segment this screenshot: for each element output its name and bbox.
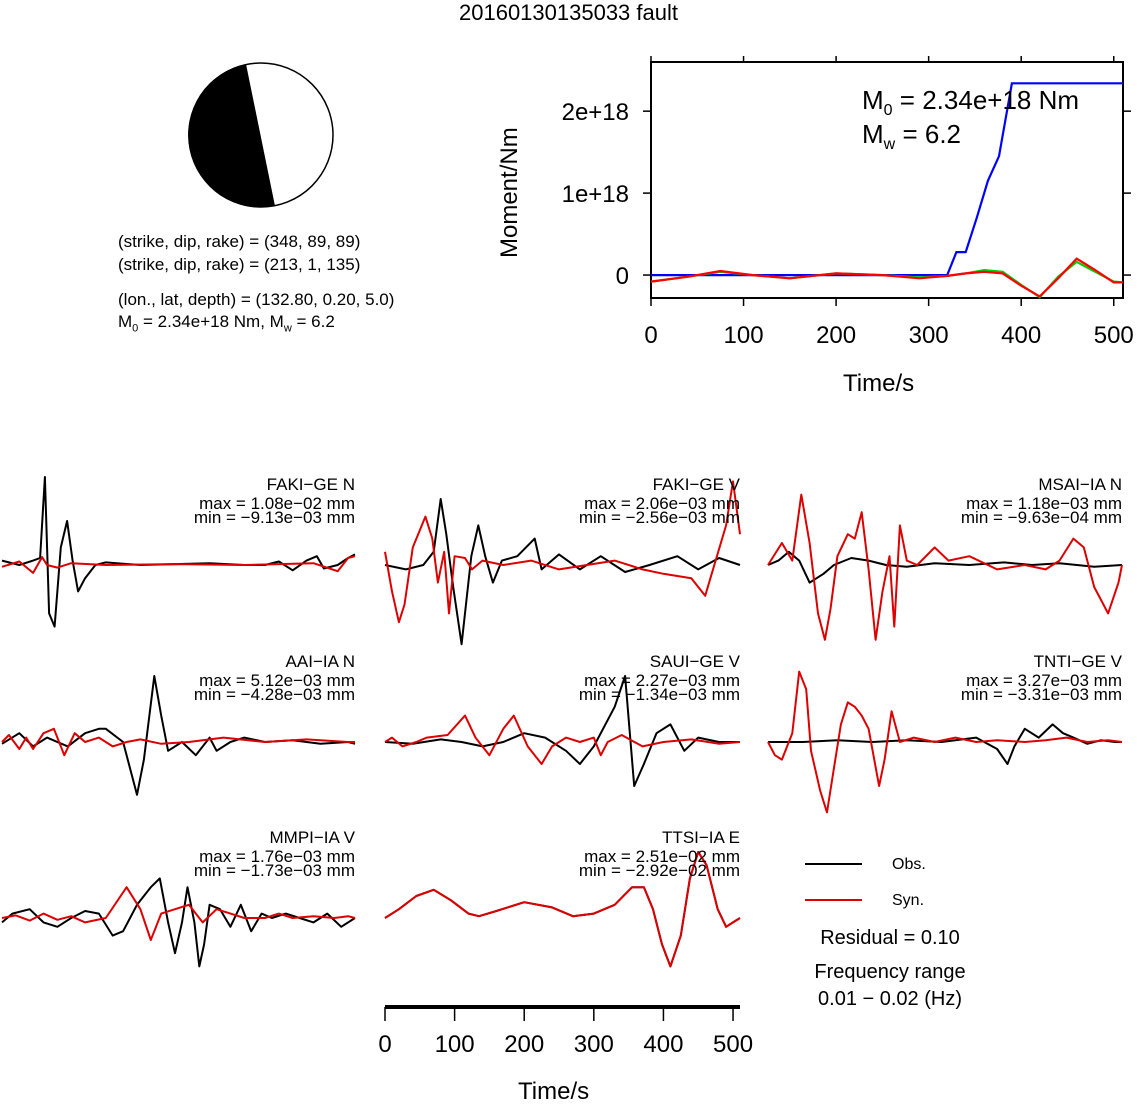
legend-swatches [805,863,862,901]
trace-max-label: max = 3.27e−03 mm [966,671,1122,690]
moment-chart: 0 100 200 300 400 500 0 1e+18 2e+18 [562,56,1134,349]
frequency-range-label: Frequency range [814,961,966,983]
page-title: 20160130135033 fault [459,0,678,25]
trace-obs-line [768,723,1122,765]
trace-syn-line [384,851,741,968]
fm-magnitude-line: M0 = 2.34e+18 Nm, Mw = 6.2 [118,312,335,335]
trace-min-label: min = −1.73e−03 mm [193,861,355,880]
trace-obs-line [384,675,740,787]
trace-station-label: TTSI−IA E [662,828,740,847]
waveform-x-tick-label: 200 [504,1031,544,1058]
waveform-x-tick-label: 100 [435,1031,475,1058]
waveform-x-tick-label: 500 [713,1031,753,1058]
trace-max-label: max = 1.08e−02 mm [199,494,355,513]
trace-obs-line [384,498,741,646]
trace-max-label: max = 2.27e−03 mm [584,671,740,690]
moment-series-line-0 [651,82,1123,277]
moment-x-tick-label: 200 [816,322,856,349]
trace-obs-line [767,550,1123,584]
moment-annotation-mw: Mw = 6.2 [862,119,962,154]
moment-x-tick-label: 0 [644,322,657,349]
trace-station-label: MMPI−IA V [269,828,356,847]
trace-min-label: min = −2.92e−02 mm [578,861,740,880]
trace-station-label: FAKI−GE N [266,475,355,494]
waveform-x-tick-label: 0 [378,1031,391,1058]
frequency-range-value: 0.01 − 0.02 (Hz) [818,988,962,1010]
legend-syn-label: Syn. [892,892,925,909]
fm-line-2: (strike, dip, rake) = (213, 1, 135) [118,255,361,274]
trace-obs-line [1,877,356,968]
trace-syn-line [1,886,356,941]
legend-obs-label: Obs. [892,856,926,873]
trace-min-label: min = −4.28e−03 mm [193,685,355,704]
trace-min-label: min = −2.56e−03 mm [578,508,740,527]
fm-line-3: (lon., lat, depth) = (132.80, 0.20, 5.0) [118,290,395,309]
trace-max-label: max = 1.76e−03 mm [199,847,355,866]
trace-syn-line [384,714,741,765]
moment-plot-frame [650,61,1124,299]
moment-y-tick-label: 1e+18 [562,181,629,208]
trace-syn-line [767,493,1123,641]
trace-station-label: MSAI−IA N [1038,475,1122,494]
trace-obs-line [1,476,356,628]
moment-series-line-2 [650,257,1123,298]
trace-max-label: max = 2.51e−02 mm [584,847,740,866]
trace-min-label: min = −9.63e−04 mm [960,508,1122,527]
waveform-x-axis-label: Time/s [518,1078,590,1105]
trace-syn-line [1,727,355,757]
trace-min-label: min = −9.13e−03 mm [193,508,355,527]
fm-line-1: (strike, dip, rake) = (348, 89, 89) [118,232,361,251]
moment-x-axis-label: Time/s [843,370,915,397]
moment-x-tick-label: 400 [1001,322,1041,349]
moment-x-tick-label: 500 [1094,322,1134,349]
moment-x-tick-label: 100 [724,322,764,349]
trace-max-label: max = 1.18e−03 mm [966,494,1122,513]
focal-mechanism-beachball [188,62,334,208]
trace-station-label: AAI−IA N [285,652,355,671]
trace-max-label: max = 5.12e−03 mm [199,671,355,690]
moment-x-tick-label: 300 [909,322,949,349]
moment-annotation-m0: M0 = 2.34e+18 Nm [862,85,1080,120]
waveform-x-tick-label: 400 [643,1031,683,1058]
moment-y-tick-label: 2e+18 [562,99,629,126]
moment-y-tick-label: 0 [616,263,629,290]
beachball-compressional-quadrant [188,64,275,208]
residual-text: Residual = 0.10 [820,927,960,949]
trace-station-label: TNTI−GE V [1033,652,1122,671]
trace-station-label: SAUI−GE V [649,652,740,671]
waveform-x-tick-label: 300 [574,1031,614,1058]
trace-syn-line [1,555,356,574]
trace-min-label: min = −1.34e−03 mm [578,685,740,704]
trace-syn-line [767,670,1123,814]
trace-max-label: max = 2.06e−03 mm [584,494,740,513]
trace-station-label: FAKI−GE V [652,475,740,494]
trace-syn-line [384,480,741,624]
trace-min-label: min = −3.31e−03 mm [960,685,1122,704]
